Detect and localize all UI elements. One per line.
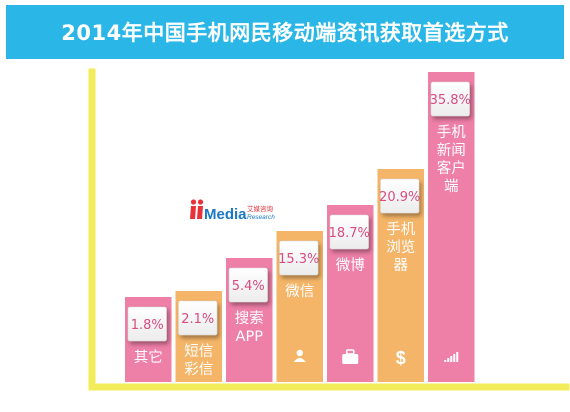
data-label: 18.7% bbox=[329, 226, 370, 241]
value-box bbox=[430, 81, 470, 117]
value-box bbox=[380, 178, 420, 214]
value-box bbox=[178, 300, 218, 336]
person-icon bbox=[293, 349, 306, 362]
category-label: 浏览 bbox=[386, 239, 415, 256]
value-box bbox=[127, 306, 167, 342]
data-label: 5.4% bbox=[232, 279, 265, 294]
bar-group: 15.3% 微信 bbox=[276, 231, 323, 382]
data-label: 35.8% bbox=[430, 93, 471, 108]
category-label: 新闻 bbox=[437, 142, 466, 159]
logo-brand-text: Media bbox=[204, 206, 247, 223]
bar bbox=[428, 72, 475, 382]
category-label: 器 bbox=[394, 258, 409, 274]
category-label: 手机 bbox=[386, 221, 415, 238]
data-label: 15.3% bbox=[278, 252, 319, 267]
briefcase-icon bbox=[342, 349, 359, 364]
title-banner: 2014年中国手机网民移动端资讯获取首选方式 bbox=[6, 5, 564, 59]
signal-bars-icon bbox=[444, 352, 459, 362]
category-label: 微博 bbox=[336, 257, 365, 274]
category-label: 客户 bbox=[437, 160, 466, 177]
data-label: 20.9% bbox=[379, 190, 420, 205]
category-label: APP bbox=[236, 329, 264, 345]
value-box bbox=[228, 267, 268, 303]
data-label: 2.1% bbox=[181, 312, 214, 327]
iimedia-logo: Media 艾媒咨询 Research bbox=[190, 199, 275, 223]
category-label: 短信 bbox=[184, 343, 213, 360]
chart-title: 2014年中国手机网民移动端资讯获取首选方式 bbox=[61, 21, 509, 45]
bar-group: 18.7% 微博 bbox=[327, 205, 374, 382]
category-label: 微信 bbox=[285, 283, 314, 300]
data-label: 1.8% bbox=[131, 318, 164, 333]
value-box bbox=[279, 240, 319, 276]
logo-cn-text: 艾媒咨询 bbox=[247, 204, 274, 213]
logo-en-text: Research bbox=[247, 214, 275, 221]
category-label: 其它 bbox=[134, 348, 163, 366]
category-label: 搜索 bbox=[235, 310, 264, 327]
dollar-icon: $ bbox=[396, 348, 406, 368]
bar-group: 1.8% 其它 bbox=[125, 297, 172, 382]
category-label: 端 bbox=[444, 178, 459, 195]
bar-group: 5.4% 搜索 APP bbox=[226, 258, 273, 382]
category-label: 彩信 bbox=[184, 361, 213, 378]
value-box bbox=[329, 214, 369, 250]
category-label: 手机 bbox=[437, 124, 466, 141]
